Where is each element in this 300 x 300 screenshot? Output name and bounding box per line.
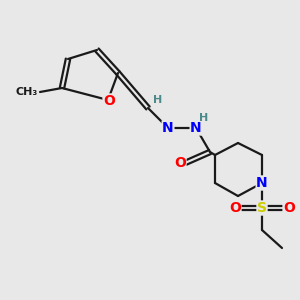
Text: N: N bbox=[256, 176, 268, 190]
Text: N: N bbox=[190, 121, 202, 135]
Text: N: N bbox=[162, 121, 174, 135]
Text: O: O bbox=[174, 156, 186, 170]
Text: CH₃: CH₃ bbox=[16, 87, 38, 97]
Text: O: O bbox=[103, 94, 115, 108]
Text: H: H bbox=[200, 113, 208, 123]
Text: S: S bbox=[257, 201, 267, 215]
Text: O: O bbox=[283, 201, 295, 215]
Text: O: O bbox=[229, 201, 241, 215]
Text: H: H bbox=[153, 95, 163, 105]
